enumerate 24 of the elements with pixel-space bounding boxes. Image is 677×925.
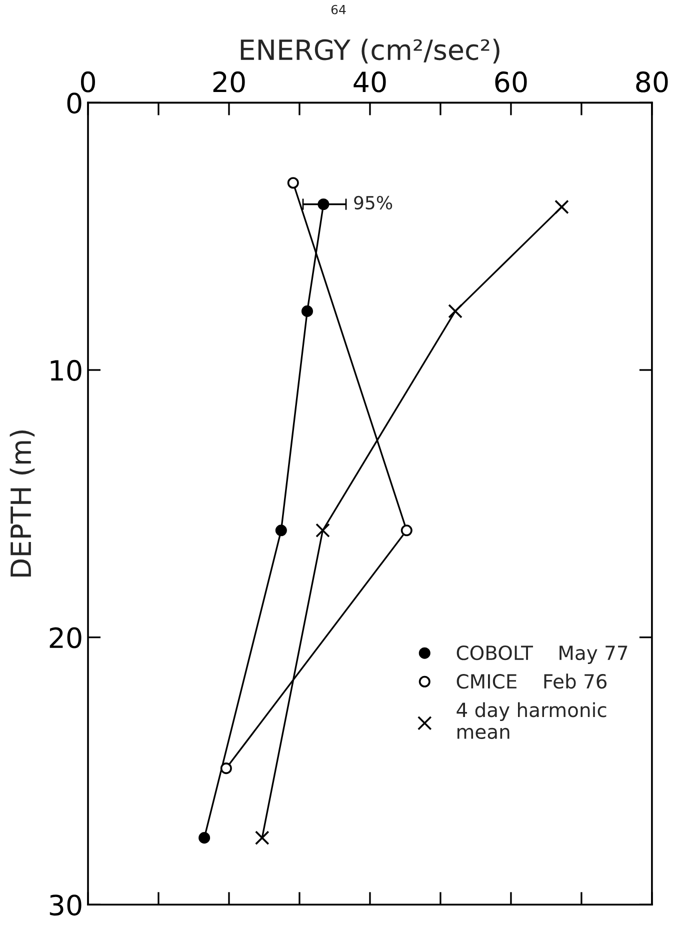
y-axis-title: DEPTH (m) — [10, 430, 35, 576]
point — [316, 523, 330, 538]
point — [318, 198, 330, 210]
legend-label: COBOLT May 77 — [456, 645, 628, 664]
x-axis-title: ENERGY (cm²/sec²) — [240, 38, 500, 64]
text: 64 — [331, 4, 346, 14]
y-tick-label: 10 — [50, 360, 82, 381]
point — [275, 524, 287, 536]
x-tick-label: 60 — [495, 71, 527, 92]
y-tick-label: 30 — [50, 894, 82, 916]
legend-label: CMICE Feb 76 — [456, 674, 607, 689]
annotation: 95% — [354, 196, 392, 210]
y-tick-label: 20 — [50, 627, 82, 648]
point — [198, 832, 210, 844]
x-tick-label: 20 — [213, 71, 245, 92]
x-tick-label: 0 — [81, 71, 95, 92]
legend-label: 4 day harmonic mean — [456, 702, 606, 740]
x-tick-label: 80 — [636, 71, 668, 92]
point — [254, 830, 270, 845]
point — [448, 304, 462, 318]
y-tick-label: 0 — [67, 92, 82, 114]
x-tick-label: 40 — [354, 71, 386, 92]
point — [301, 305, 314, 317]
point — [554, 200, 569, 214]
